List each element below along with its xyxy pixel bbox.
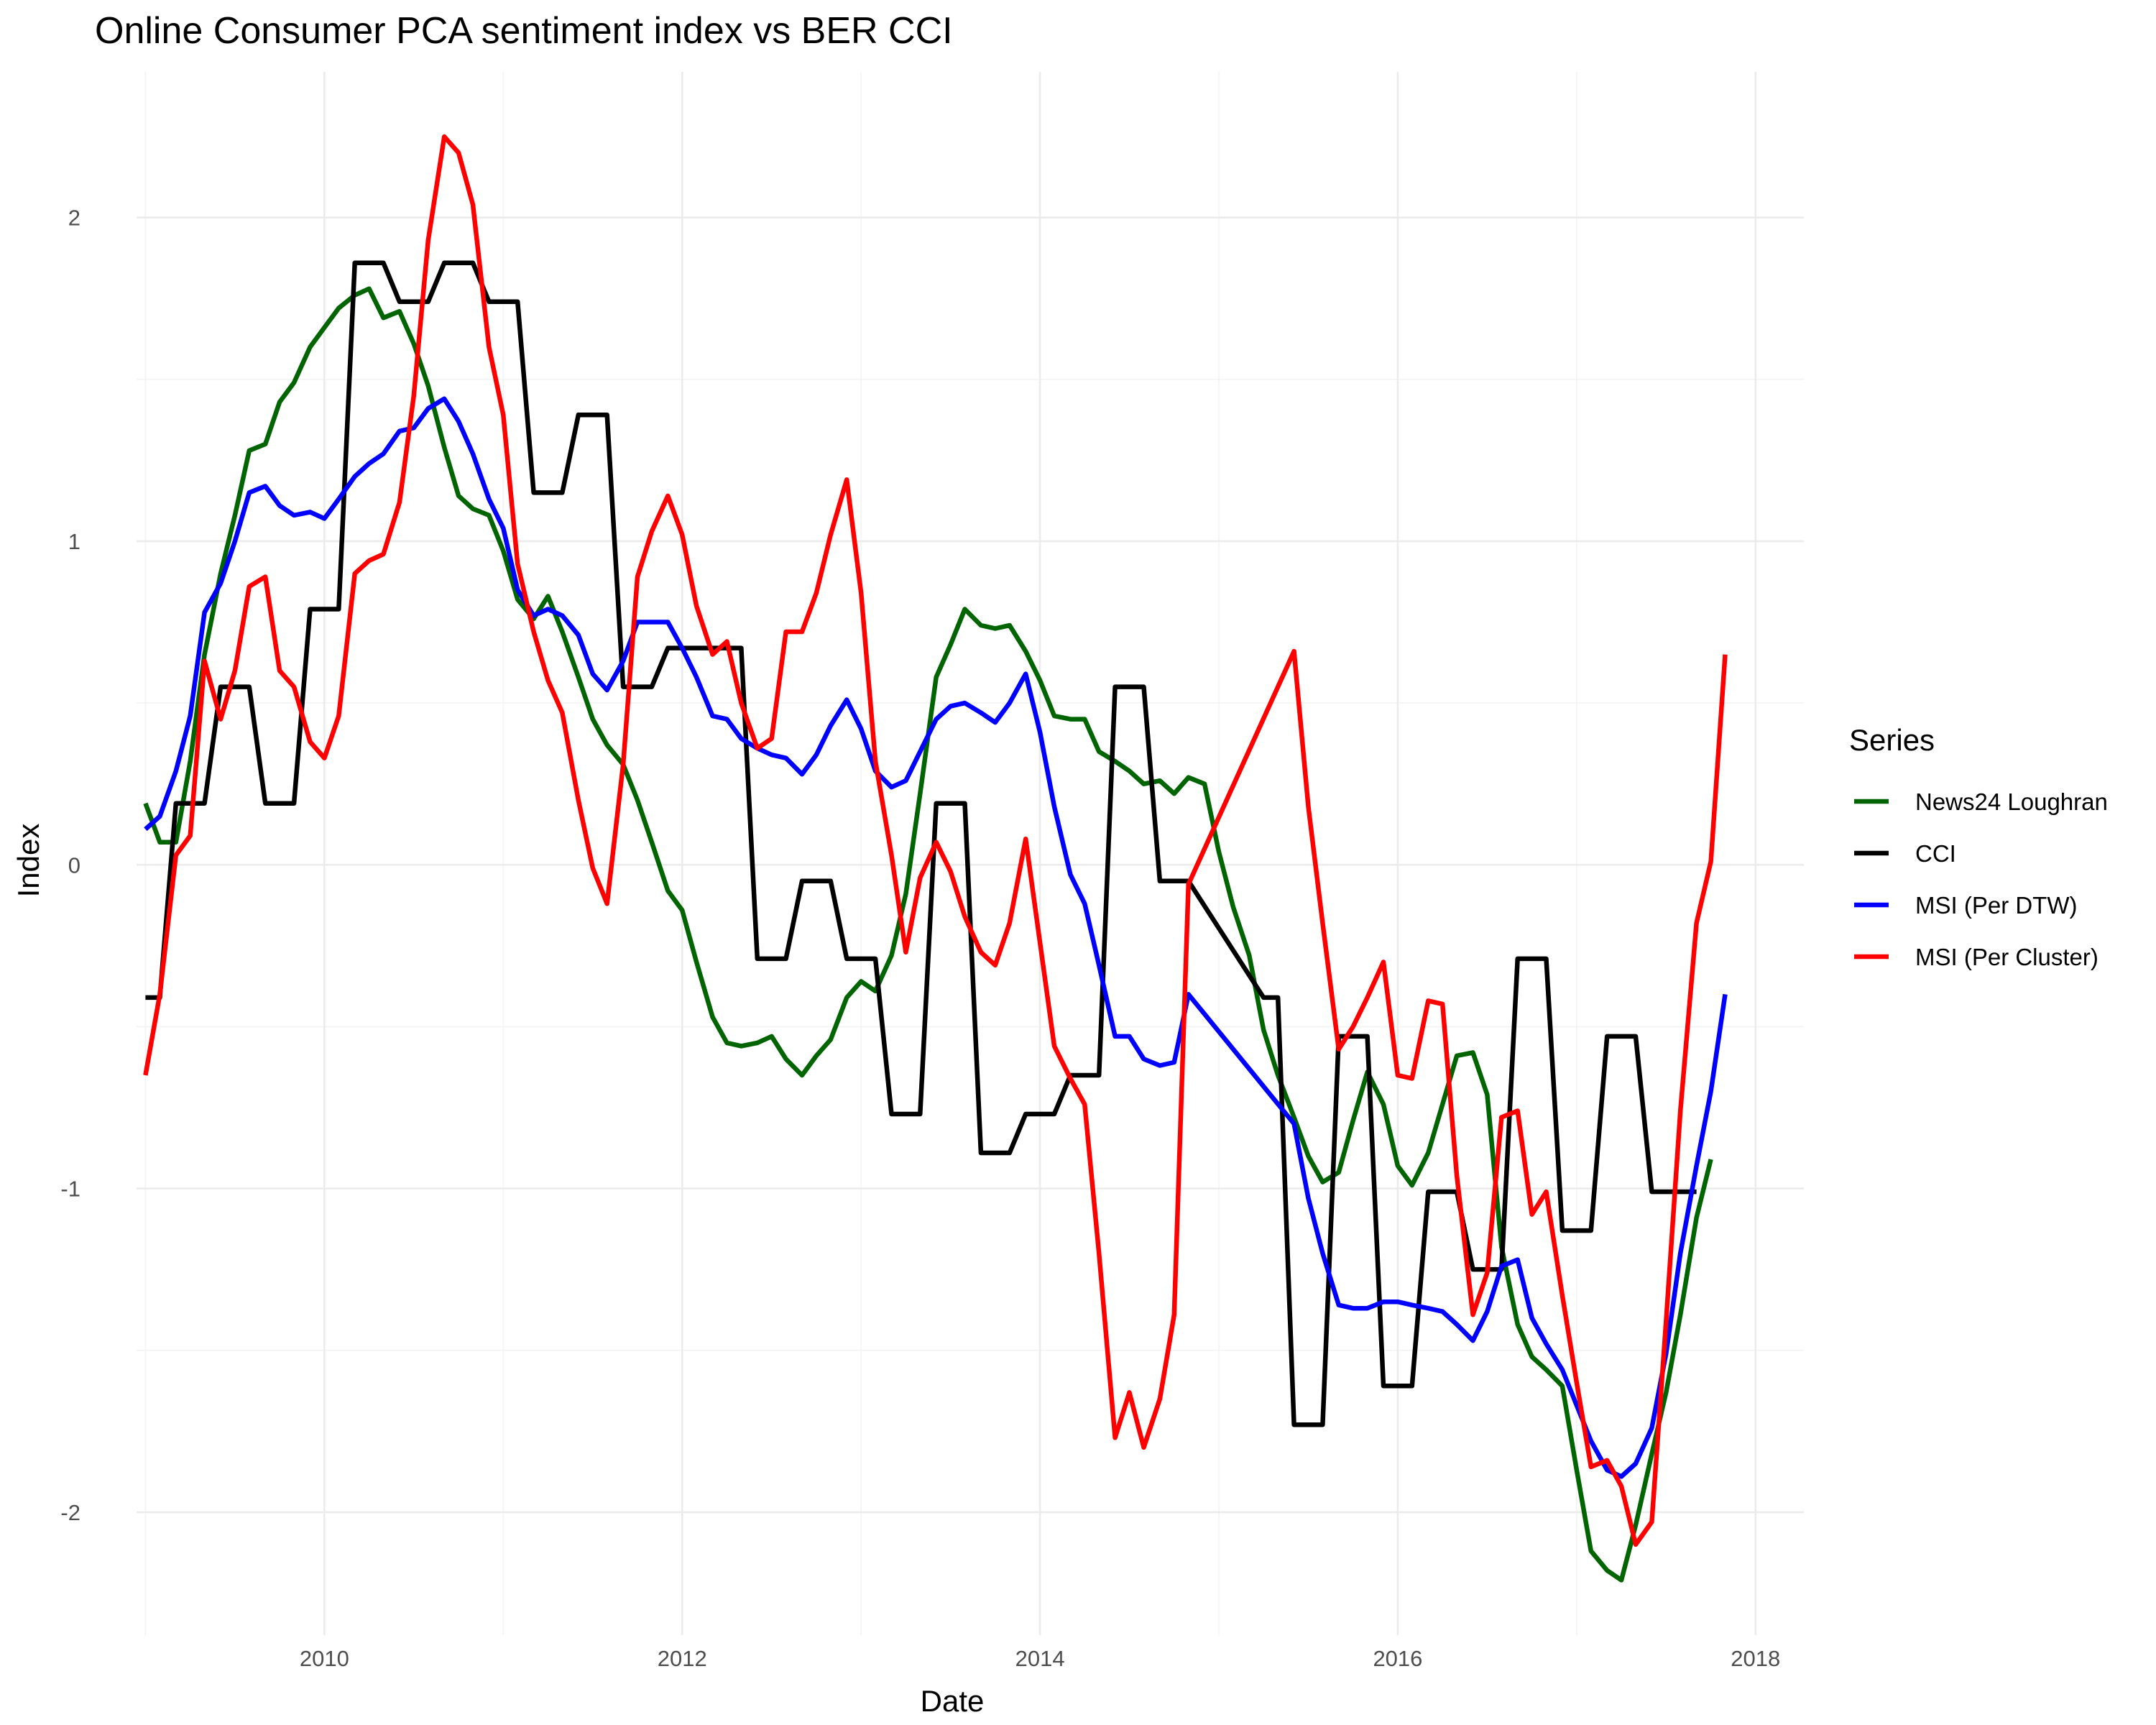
y-tick-label: -1 <box>60 1177 80 1202</box>
x-tick-label: 2014 <box>1015 1646 1065 1671</box>
legend-label: News24 Loughran <box>1915 788 2108 815</box>
series-line-msi-per-cluster <box>143 134 1728 1547</box>
y-tick-label: 0 <box>68 852 80 878</box>
y-tick-label: 1 <box>68 529 80 554</box>
y-tick-label: 2 <box>68 206 80 231</box>
series-line-cci <box>145 260 1697 1427</box>
y-axis-title: Index <box>11 824 45 898</box>
legend-label: MSI (Per DTW) <box>1915 892 2077 919</box>
legend-title: Series <box>1849 723 1935 757</box>
series-layer <box>143 134 1728 1583</box>
x-axis-ticks: 2010 2012 2014 2016 2018 <box>300 1646 1780 1671</box>
series-line-msi-per-dtw <box>144 396 1728 1479</box>
legend: Series News24 Loughran CCI MSI (Per DTW) MS… <box>1849 723 2108 970</box>
legend-label: CCI <box>1915 840 1956 867</box>
x-tick-label: 2018 <box>1731 1646 1780 1671</box>
plot-grid <box>137 72 1804 1635</box>
x-axis-title: Date <box>921 1684 985 1718</box>
x-tick-label: 2010 <box>300 1646 349 1671</box>
y-axis-ticks: -2 -1 0 1 2 <box>60 206 80 1525</box>
x-tick-label: 2012 <box>658 1646 707 1671</box>
legend-label: MSI (Per Cluster) <box>1915 944 2099 970</box>
x-tick-label: 2016 <box>1373 1646 1422 1671</box>
chart-title: Online Consumer PCA sentiment index vs B… <box>95 10 953 52</box>
y-tick-label: -2 <box>60 1500 80 1525</box>
